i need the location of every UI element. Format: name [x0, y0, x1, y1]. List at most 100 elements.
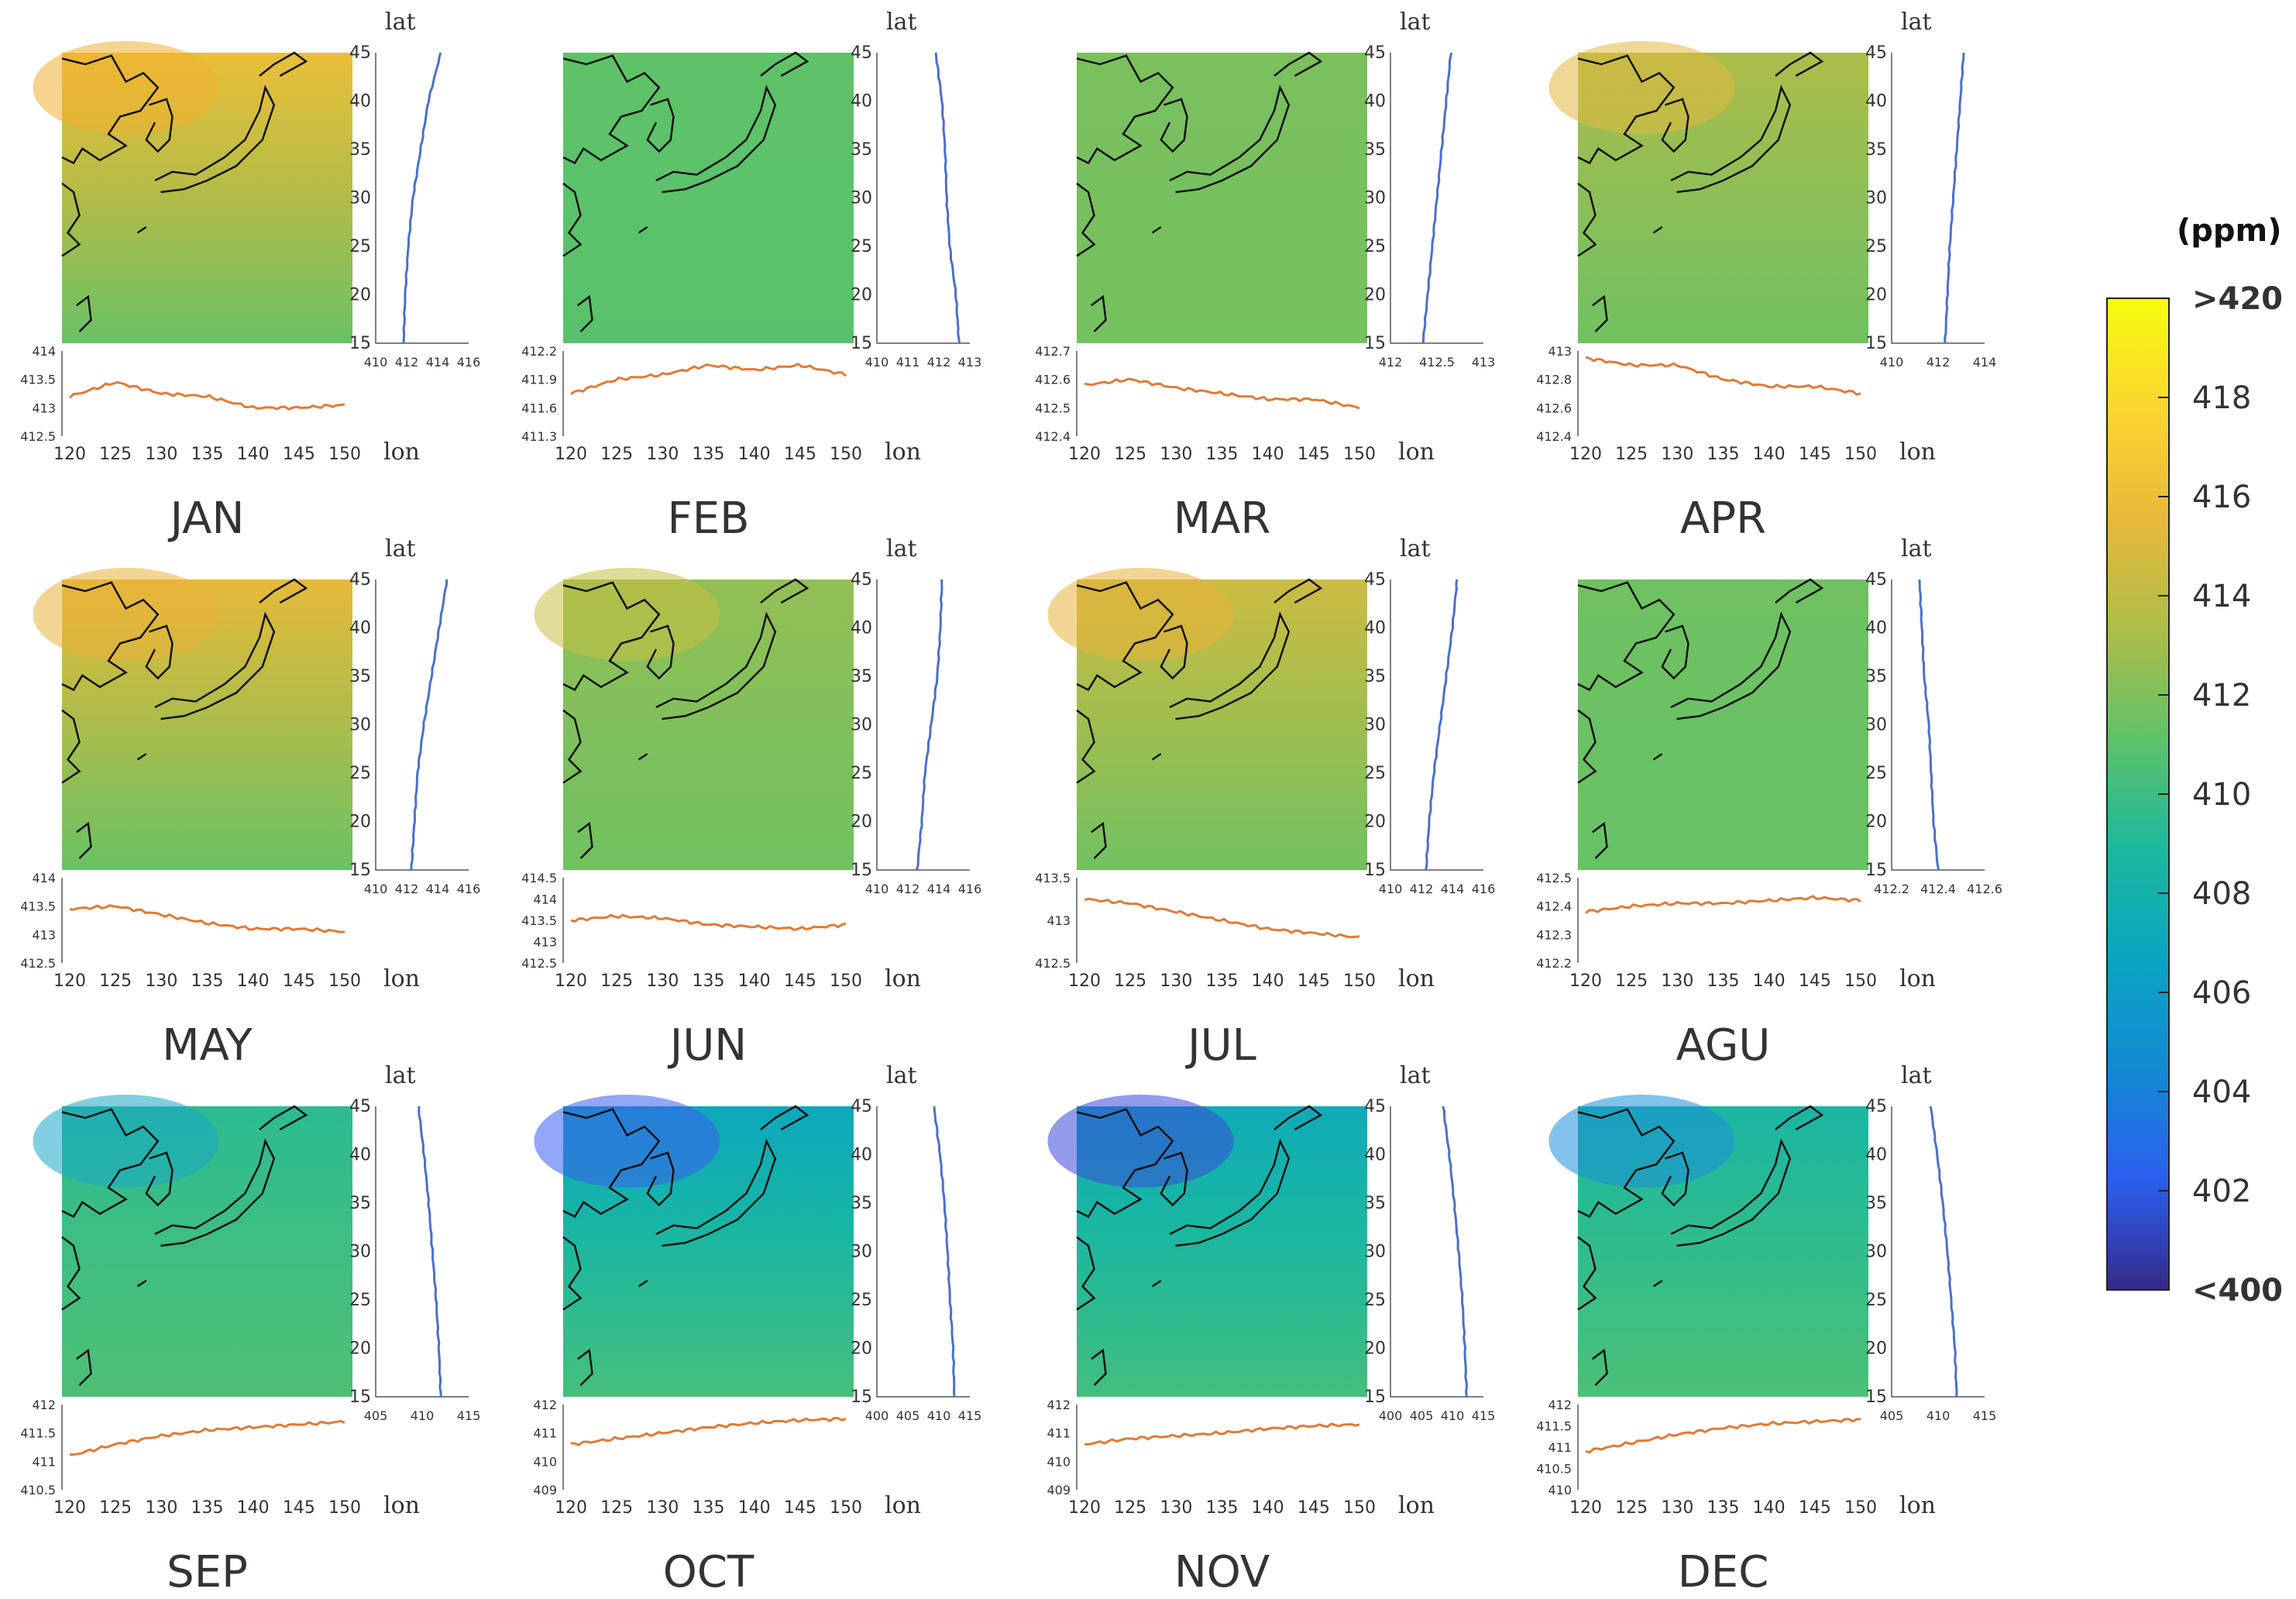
lat-tick-label: 30: [349, 1243, 371, 1262]
panel-feb: 15 20 25 30 35 40 45 410 411 412 413 lat 411.3 411.6 4…: [521, 9, 981, 544]
lat-profile-line: [1442, 1106, 1468, 1398]
coastline: [1076, 1236, 1096, 1311]
coastline: [646, 98, 675, 153]
lon-profile-ytick: 410: [1047, 1454, 1071, 1469]
lon-profile-line: [1084, 377, 1360, 410]
lon-tick-label: 130: [1661, 1498, 1693, 1518]
lat-tick-label: 30: [1364, 716, 1386, 735]
lat-profile-xtick: 410: [1441, 1408, 1465, 1423]
lat-profile-xtick: 410: [865, 355, 889, 370]
lat-tick-label: 25: [1364, 1291, 1386, 1310]
lon-axis-label: lon: [1398, 965, 1435, 992]
co2-hotspot: [1548, 41, 1735, 134]
lat-profile-axes: [1891, 579, 1985, 871]
lat-profile-xtick: 414: [426, 882, 450, 896]
coastline: [1670, 84, 1792, 194]
coastline: [562, 54, 661, 165]
lat-profile-axes: [876, 53, 970, 344]
month-label: OCT: [663, 1547, 754, 1597]
lat-profile-xtick: 415: [1973, 1408, 1997, 1423]
lat-profile-xtick: 405: [896, 1408, 920, 1423]
coastline: [760, 578, 809, 604]
colorbar-tick-label: 406: [2192, 975, 2251, 1011]
co2-map: [563, 53, 854, 343]
month-label: FEB: [667, 493, 749, 544]
lat-tick-label: 35: [1865, 140, 1887, 160]
lat-tick-label: 20: [1865, 286, 1887, 305]
lat-tick-label: 20: [851, 813, 872, 832]
lon-profile-ytick: 411.5: [1536, 1419, 1572, 1434]
lon-profile-ytick: 412.5: [20, 956, 56, 971]
lon-profile-line: [1585, 895, 1861, 914]
island-chain: [136, 752, 147, 761]
lat-profile-line: [1929, 1106, 1958, 1398]
lat-profile-line: [1944, 52, 1965, 344]
lon-tick-label: 145: [283, 971, 315, 991]
lon-tick-label: 135: [1707, 971, 1740, 991]
lat-tick-label: 40: [349, 619, 371, 638]
colorbar-tick-label: 418: [2192, 380, 2251, 416]
lat-profile-xtick: 414: [1973, 355, 1997, 370]
lat-tick-label: 40: [851, 619, 872, 638]
lat-tick-label: 45: [1865, 1097, 1887, 1116]
lon-profile-ytick: 409: [1047, 1483, 1071, 1498]
lon-profile-ytick: 412.5: [521, 956, 557, 971]
lon-profile-line: [1084, 897, 1360, 939]
colorbar-tick-label: 410: [2192, 777, 2251, 813]
lat-profile-line: [410, 579, 449, 870]
lon-profile-ytick: 412.4: [1536, 429, 1572, 444]
month-label: JUN: [668, 1020, 747, 1071]
lat-tick-label: 30: [851, 716, 872, 735]
lat-tick-label: 45: [1865, 570, 1887, 590]
lon-tick-label: 135: [693, 971, 725, 991]
lat-tick-label: 45: [1364, 570, 1386, 590]
lat-axis-label: lat: [385, 535, 416, 562]
coastline: [1160, 624, 1188, 680]
month-label: DEC: [1678, 1547, 1769, 1597]
colorbar-tick-label: 408: [2192, 876, 2251, 912]
colorbar: <400 402 404 406 408 410 412 414 416 418 >420: [2106, 281, 2283, 1308]
lat-profile-xtick: 405: [1880, 1408, 1904, 1423]
lon-tick-label: 135: [191, 971, 224, 991]
lat-profile-xtick: 412.5: [1419, 355, 1455, 370]
coastline: [760, 1105, 809, 1131]
lon-profile-ytick: 413: [32, 401, 56, 415]
lat-profile-xtick: 412: [1379, 355, 1403, 370]
lat-profile-xtick: 416: [1472, 882, 1496, 896]
lon-profile-ytick: 412: [32, 1398, 56, 1412]
lon-profile-ytick: 413.5: [1035, 871, 1071, 885]
lat-tick-label: 35: [1865, 1194, 1887, 1213]
lat-profile-xtick: 410: [411, 1408, 435, 1423]
lat-tick-label: 30: [349, 189, 371, 208]
lat-tick-label: 25: [1865, 237, 1887, 256]
lat-tick-label: 30: [1865, 1243, 1887, 1262]
island-chain: [638, 752, 648, 761]
coastline: [1592, 1348, 1608, 1386]
lon-profile-ytick: 411.3: [521, 429, 557, 444]
lat-profile-xtick: 412: [1410, 882, 1434, 896]
lon-axis-label: lon: [1899, 438, 1936, 466]
lat-profile-line: [934, 52, 961, 344]
lat-tick-label: 15: [851, 861, 872, 880]
coastline: [76, 821, 92, 859]
lat-profile-axes: [1891, 53, 1985, 344]
lat-profile-xtick: 410: [1927, 1408, 1951, 1423]
coastline: [1577, 709, 1597, 784]
lon-axis-label: lon: [383, 965, 420, 992]
lon-axis-label: lon: [885, 438, 921, 466]
co2-hotspot: [1047, 1095, 1234, 1188]
panel-sep: 15 20 25 30 35 40 45 405 410 415 lat 410.5 411 411.5 4…: [20, 1062, 480, 1597]
lat-tick-label: 15: [851, 334, 872, 353]
lat-profile-line: [1421, 52, 1453, 344]
colorbar-tick-label: 404: [2192, 1075, 2251, 1110]
coastline: [577, 294, 593, 332]
lon-tick-label: 120: [1068, 971, 1101, 991]
coastline: [1577, 581, 1676, 692]
lat-tick-label: 40: [1364, 619, 1386, 638]
lat-tick-label: 30: [1865, 189, 1887, 208]
lon-tick-label: 140: [1753, 445, 1786, 464]
lon-profile-ytick: 413: [1548, 344, 1572, 359]
lat-tick-label: 30: [851, 1243, 872, 1262]
lat-tick-label: 40: [851, 1146, 872, 1165]
lon-axis-label: lon: [383, 1492, 420, 1519]
